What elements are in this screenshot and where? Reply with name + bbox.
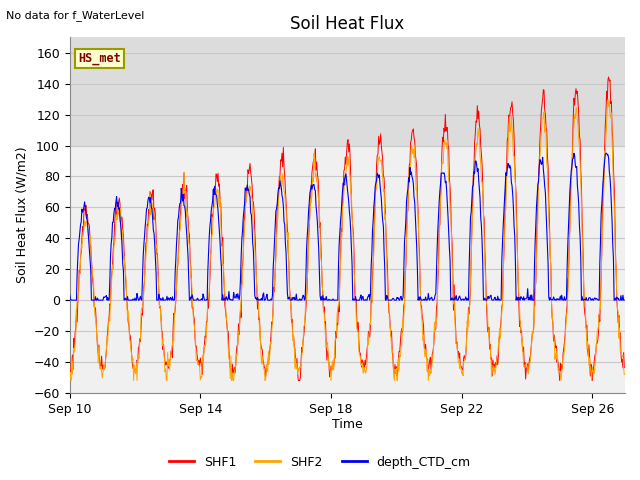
X-axis label: Time: Time — [332, 419, 363, 432]
Title: Soil Heat Flux: Soil Heat Flux — [290, 15, 404, 33]
Text: HS_met: HS_met — [78, 51, 121, 64]
Y-axis label: Soil Heat Flux (W/m2): Soil Heat Flux (W/m2) — [15, 147, 28, 283]
Legend: SHF1, SHF2, depth_CTD_cm: SHF1, SHF2, depth_CTD_cm — [164, 451, 476, 474]
Bar — [70, 37, 625, 145]
Text: No data for f_WaterLevel: No data for f_WaterLevel — [6, 10, 145, 21]
